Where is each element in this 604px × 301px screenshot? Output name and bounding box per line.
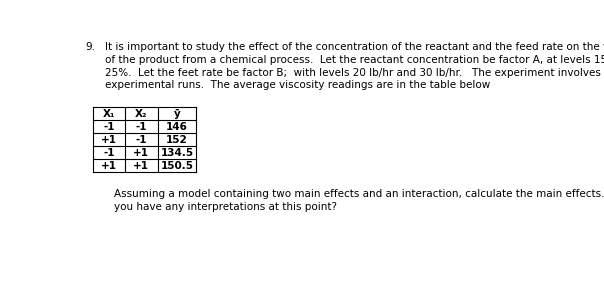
Text: 146: 146: [166, 122, 188, 132]
Text: -1: -1: [103, 122, 115, 132]
Text: of the product from a chemical process.  Let the reactant concentration be facto: of the product from a chemical process. …: [105, 55, 604, 65]
Text: +1: +1: [101, 161, 117, 171]
Text: 150.5: 150.5: [161, 161, 193, 171]
Text: 9.: 9.: [86, 42, 95, 52]
Text: X₁: X₁: [103, 108, 115, 119]
Text: +1: +1: [133, 148, 149, 158]
Text: ȳ: ȳ: [174, 108, 181, 119]
Text: +1: +1: [133, 161, 149, 171]
Text: X₂: X₂: [135, 108, 147, 119]
Text: 152: 152: [166, 135, 188, 145]
Text: It is important to study the effect of the concentration of the reactant and the: It is important to study the effect of t…: [105, 42, 604, 52]
Text: -1: -1: [136, 122, 147, 132]
Text: Assuming a model containing two main effects and an interaction, calculate the m: Assuming a model containing two main eff…: [114, 189, 604, 199]
Text: experimental runs.  The average viscosity readings are in the table below: experimental runs. The average viscosity…: [105, 80, 490, 90]
Text: 134.5: 134.5: [161, 148, 194, 158]
Text: -1: -1: [136, 135, 147, 145]
Text: -1: -1: [103, 148, 115, 158]
Text: you have any interpretations at this point?: you have any interpretations at this poi…: [114, 202, 337, 212]
Text: +1: +1: [101, 135, 117, 145]
Text: 25%.  Let the feet rate be factor B;  with levels 20 lb/hr and 30 lb/hr.   The e: 25%. Let the feet rate be factor B; with…: [105, 68, 604, 78]
